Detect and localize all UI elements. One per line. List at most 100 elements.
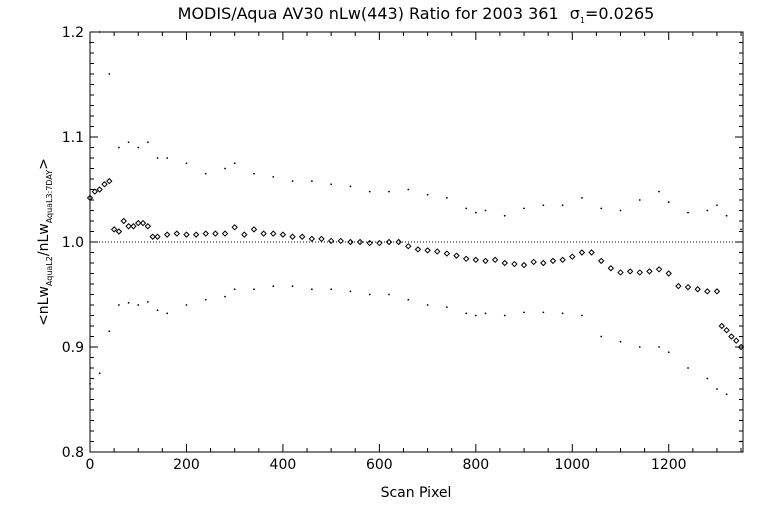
ratio-point: [260, 230, 267, 237]
ratio-point: [221, 230, 229, 237]
ratio-point: [327, 237, 335, 245]
upper-bound-point: [658, 190, 660, 193]
ratio-point: [443, 250, 451, 257]
upper-bound-point: [716, 204, 718, 207]
upper-bound-point: [137, 146, 140, 149]
lower-bound-point: [445, 306, 448, 308]
ratio-point: [270, 230, 277, 237]
ratio-point: [96, 186, 103, 193]
lower-bound-point: [98, 372, 101, 375]
ratio-point: [718, 322, 725, 330]
lower-bound-point: [185, 304, 188, 306]
lower-bound-point: [407, 298, 410, 301]
lower-bound-point: [127, 302, 130, 304]
lower-bound-point: [253, 288, 255, 291]
ratio-point: [453, 252, 460, 259]
ratio-point: [279, 231, 287, 238]
upper-bound-point: [474, 211, 477, 214]
y-tick-label: 0.8: [62, 445, 84, 461]
ratio-point: [308, 235, 316, 243]
upper-bound-point: [619, 209, 622, 212]
y-title-suffix: >: [36, 158, 52, 170]
ratio-point: [713, 288, 721, 295]
x-tick-label: 800: [462, 457, 489, 473]
upper-bound-point: [233, 162, 236, 165]
upper-bound-point: [638, 199, 641, 201]
upper-bound-point: [426, 193, 429, 196]
ratio-point: [559, 256, 566, 264]
y-tick-label: 1.0: [62, 235, 84, 251]
ratio-point: [163, 231, 171, 238]
ratio-point: [192, 231, 200, 238]
x-tick-label: 1000: [554, 457, 590, 473]
ratio-point: [636, 269, 644, 276]
lower-bound-point: [388, 293, 390, 296]
x-tick-label: 600: [366, 457, 393, 473]
ratio-point: [298, 233, 306, 240]
lower-bound-point: [204, 298, 207, 301]
upper-bound-point: [388, 190, 390, 193]
ratio-point: [617, 269, 624, 276]
ratio-point: [578, 249, 586, 256]
upper-bound-point: [98, 31, 101, 33]
y-title-sub2: AquaL3:7DAY: [45, 170, 54, 224]
ratio-point: [154, 233, 161, 240]
ratio-point: [482, 257, 489, 265]
ratio-point: [231, 224, 238, 231]
upper-bound-point: [108, 73, 111, 75]
ratio-point: [356, 238, 364, 246]
ratio-point: [530, 258, 537, 266]
x-tick-label: 1200: [651, 457, 687, 473]
ratio-point: [501, 259, 508, 267]
ratio-point: [598, 257, 605, 265]
ratio-point: [347, 238, 354, 246]
upper-bound-point: [465, 207, 468, 210]
x-tick-label: 0: [86, 457, 95, 473]
lower-bound-point: [108, 330, 111, 333]
ratio-point: [173, 230, 181, 237]
upper-bound-point: [561, 204, 564, 207]
ratio-point: [626, 268, 634, 275]
upper-bound-point: [310, 180, 313, 183]
upper-bound-point: [445, 197, 448, 199]
lower-bound-point: [503, 314, 506, 317]
lower-bound-point: [561, 312, 564, 315]
ratio-point: [144, 223, 152, 230]
upper-bound-point: [581, 197, 583, 199]
ratio-point: [472, 256, 480, 264]
upper-bound-point: [166, 157, 169, 159]
lower-bound-point: [426, 304, 429, 306]
upper-bound-point: [224, 167, 226, 170]
ratio-point: [737, 343, 745, 351]
lower-bound-point: [484, 312, 487, 315]
ratio-point: [139, 219, 147, 227]
lower-bound-point: [330, 288, 333, 291]
upper-bound-point: [156, 157, 159, 159]
ratio-point: [91, 188, 99, 195]
ratio-point: [101, 181, 108, 188]
lower-bound-point: [581, 314, 583, 317]
lower-bound-point: [310, 288, 313, 291]
ratio-point: [728, 333, 735, 340]
ratio-point: [733, 337, 740, 344]
upper-bound-point: [725, 214, 728, 217]
ratio-point: [665, 270, 672, 277]
x-tick-label: 400: [270, 457, 297, 473]
lower-bound-point: [658, 346, 660, 348]
upper-bound-point: [146, 141, 149, 144]
upper-bound-point: [89, 41, 91, 44]
lower-bound-point: [600, 335, 603, 338]
upper-bound-point: [272, 176, 275, 178]
upper-bound-point: [291, 180, 294, 183]
upper-bound-point: [503, 214, 506, 217]
ratio-point: [491, 256, 499, 264]
ratio-point: [549, 257, 557, 265]
ratio-point: [434, 248, 441, 255]
lower-bound-point: [156, 309, 159, 312]
lower-bound-point: [619, 340, 622, 343]
ratio-point: [684, 283, 692, 291]
y-tick-label: 0.9: [62, 340, 84, 356]
lower-bound-point: [137, 304, 140, 306]
title-sigma-subscript: 1: [580, 16, 585, 25]
ratio-point: [149, 233, 156, 240]
